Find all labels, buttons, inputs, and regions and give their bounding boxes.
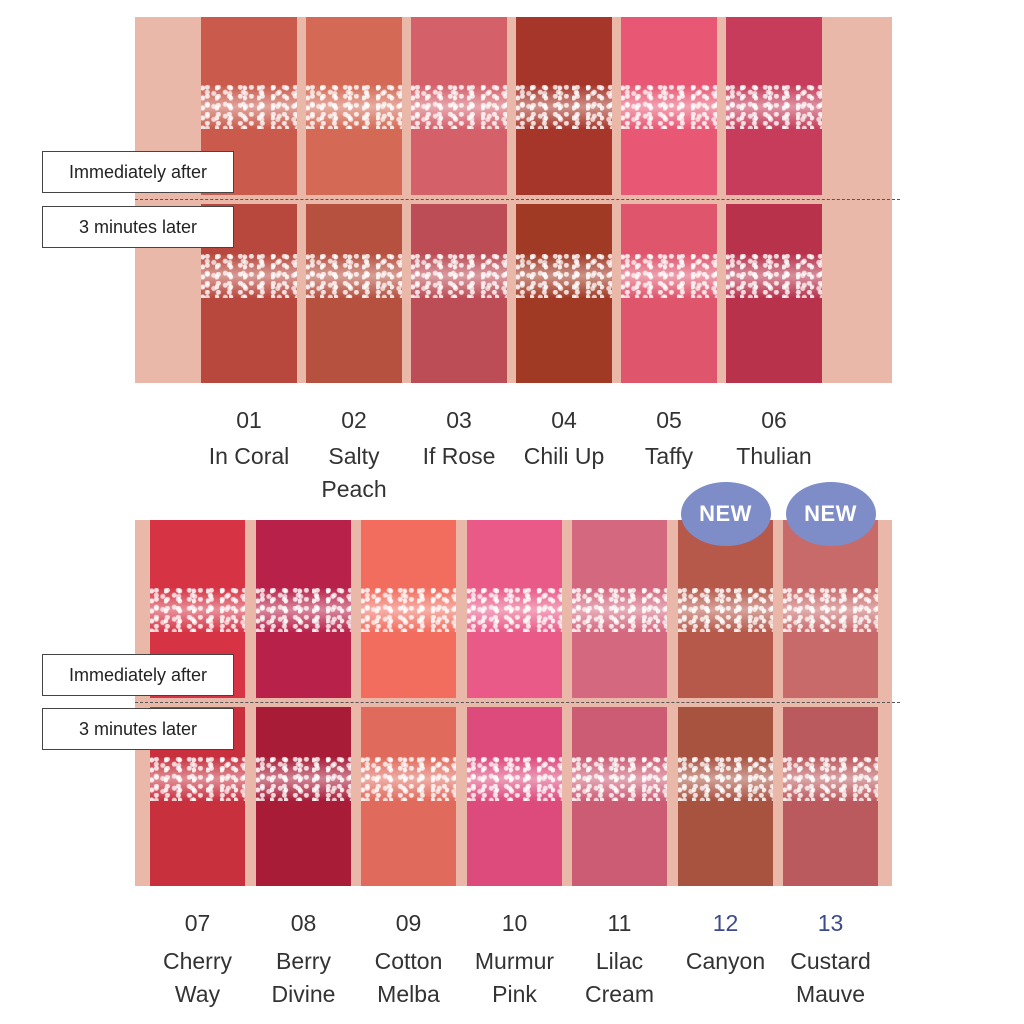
swatch-immediately-after [306,17,402,195]
shade-number: 13 [817,910,844,936]
swatch-immediately-after [726,17,822,195]
swatch-three-minutes-later [621,204,717,383]
shade-number: 09 [395,910,422,936]
swatch-immediately-after [516,17,612,195]
swatch-immediately-after [411,17,507,195]
lip-swatch [150,520,245,886]
shade-name: Taffy [644,443,694,469]
swatch-immediately-after [678,520,773,698]
shade-name: Salty Peach [321,443,387,502]
shade-number: 07 [184,910,211,936]
shade-name: Chili Up [523,443,605,469]
dashed-divider [135,199,900,200]
shade-name: Berry Divine [271,948,336,1007]
shade-name: If Rose [422,443,496,469]
swatch-three-minutes-later [726,204,822,383]
shade-number: 06 [761,407,787,433]
shade-name: Canyon [685,948,766,974]
lip-swatch [572,520,667,886]
gloss-highlight [411,85,507,129]
swatch-three-minutes-later [783,707,878,886]
shade-number: 03 [446,407,472,433]
swatch-immediately-after [572,520,667,698]
gloss-highlight [467,588,562,632]
gloss-highlight [726,85,822,129]
shade-number: 12 [712,910,739,936]
shade-name: Custard Mauve [790,948,871,1007]
gloss-highlight [201,85,297,129]
gloss-highlight [783,588,878,632]
swatch-three-minutes-later [467,707,562,886]
lip-swatch [516,17,612,383]
lip-swatch [621,17,717,383]
swatch-three-minutes-later [411,204,507,383]
swatch-three-minutes-later [201,204,297,383]
lip-swatch [467,520,562,886]
label-immediately-after: Immediately after [42,654,234,696]
gloss-highlight [467,757,562,801]
gloss-highlight [621,85,717,129]
new-badge: NEW [680,482,771,546]
shade-number: 11 [607,910,632,936]
shade-number: 01 [236,407,262,433]
shade-number: 02 [341,407,367,433]
gloss-highlight [361,757,456,801]
shade-number: 10 [501,910,528,936]
dashed-divider [135,702,900,703]
shade-number: 04 [551,407,577,433]
gloss-highlight [678,588,773,632]
swatch-three-minutes-later [306,204,402,383]
shade-name: In Coral [208,443,290,469]
label-three-minutes-later: 3 minutes later [42,708,234,750]
label-three-minutes-later: 3 minutes later [42,206,234,248]
swatch-immediately-after [256,520,351,698]
swatch-immediately-after [467,520,562,698]
shade-number: 05 [656,407,682,433]
gloss-highlight [516,254,612,298]
lip-swatch [726,17,822,383]
shade-name: Cotton Melba [374,948,443,1007]
gloss-highlight [256,588,351,632]
gloss-highlight [621,254,717,298]
gloss-highlight [516,85,612,129]
gloss-highlight [150,588,245,632]
gloss-highlight [361,588,456,632]
shade-name: Thulian [736,443,812,469]
lip-swatch [678,520,773,886]
gloss-highlight [572,757,667,801]
lip-swatch [411,17,507,383]
new-badge: NEW [785,482,876,546]
gloss-highlight [256,757,351,801]
lip-swatch [783,520,878,886]
swatch-three-minutes-later [572,707,667,886]
shade-name: Cherry Way [162,948,232,1007]
shade-name: Lilac Cream [584,948,654,1007]
gloss-highlight [678,757,773,801]
shade-number: 08 [290,910,317,936]
gloss-highlight [201,254,297,298]
gloss-highlight [726,254,822,298]
lip-swatch [306,17,402,383]
shade-name: Murmur Pink [474,948,555,1007]
swatch-three-minutes-later [516,204,612,383]
gloss-highlight [783,757,878,801]
gloss-highlight [306,254,402,298]
gloss-highlight [572,588,667,632]
swatch-immediately-after [361,520,456,698]
gloss-highlight [411,254,507,298]
label-immediately-after: Immediately after [42,151,234,193]
swatch-three-minutes-later [678,707,773,886]
lip-swatch [256,520,351,886]
lip-swatch [201,17,297,383]
lip-swatch [361,520,456,886]
swatch-immediately-after [783,520,878,698]
swatch-three-minutes-later [256,707,351,886]
gloss-highlight [306,85,402,129]
swatch-immediately-after [621,17,717,195]
gloss-highlight [150,757,245,801]
swatch-three-minutes-later [361,707,456,886]
